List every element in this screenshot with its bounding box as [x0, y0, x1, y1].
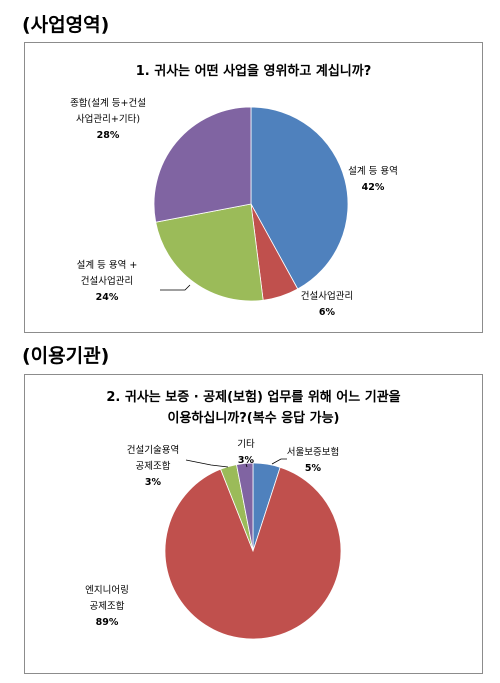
slice-percent-label: 42% — [362, 182, 385, 193]
slice-label: 건설기술용역 — [127, 445, 179, 456]
pie-chart-institutions: 2. 귀사는 보증 · 공제(보험) 업무를 위해 어느 기관을 이용하십니까?… — [24, 374, 483, 674]
slice-percent-label: 24% — [96, 292, 119, 303]
slice-percent-label: 28% — [97, 130, 120, 141]
slice-label: 설계 등 용역 + — [77, 259, 138, 271]
slice-label: 사업관리+기타) — [76, 113, 140, 125]
pie-chart-business-area: 1. 귀사는 어떤 사업을 영위하고 계십니까? 설계 등 용역 42% 건설사업관… — [24, 42, 483, 333]
slice-label: 엔지니어링 — [85, 584, 129, 596]
chart-title-line-1: 2. 귀사는 보증 · 공제(보험) 업무를 위해 어느 기관을 — [106, 390, 401, 405]
pie-slice — [155, 203, 264, 302]
slice-label: 공제조합 — [136, 461, 171, 472]
slice-percent-label: 6% — [319, 307, 336, 318]
slice-percent-label: 5% — [305, 463, 322, 474]
slice-label: 건설사업관리 — [81, 275, 133, 287]
pie-slice — [153, 106, 252, 223]
pie-slice — [164, 466, 342, 640]
slice-percent-label: 89% — [96, 617, 119, 628]
slice-percent-label: 3% — [145, 477, 162, 488]
section-heading-institutions: (이용기관) — [22, 345, 110, 367]
slice-label: 설계 등 용역 — [348, 165, 398, 177]
leader-line — [185, 459, 229, 468]
leader-line — [245, 463, 248, 468]
slice-label: 서울보증보험 — [287, 447, 339, 458]
slice-label: 건설사업관리 — [301, 290, 353, 302]
pie-slice — [236, 462, 254, 552]
pie-svg-business-area: 설계 등 용역 42% 건설사업관리 6% 설계 등 용역 + 건설사업관리 24% 종합(설… — [70, 97, 398, 318]
pie-slice — [250, 106, 349, 290]
chart-title-line-2: 이용하십니까?(복수 응답 가능) — [167, 411, 340, 426]
leader-line — [271, 458, 287, 465]
leader-line — [160, 284, 191, 291]
section-heading-business-area: (사업영역) — [22, 14, 110, 36]
slice-label: 공제조합 — [90, 601, 125, 612]
slice-label: 종합(설계 등+건설 — [70, 97, 146, 109]
slice-percent-label: 3% — [238, 455, 255, 466]
slice-label: 기타 — [237, 439, 255, 450]
chart-title: 2. 귀사는 보증 · 공제(보험) 업무를 위해 어느 기관을 이용하십니까?… — [25, 387, 482, 429]
chart-title: 1. 귀사는 어떤 사업을 영위하고 계십니까? — [135, 64, 372, 79]
